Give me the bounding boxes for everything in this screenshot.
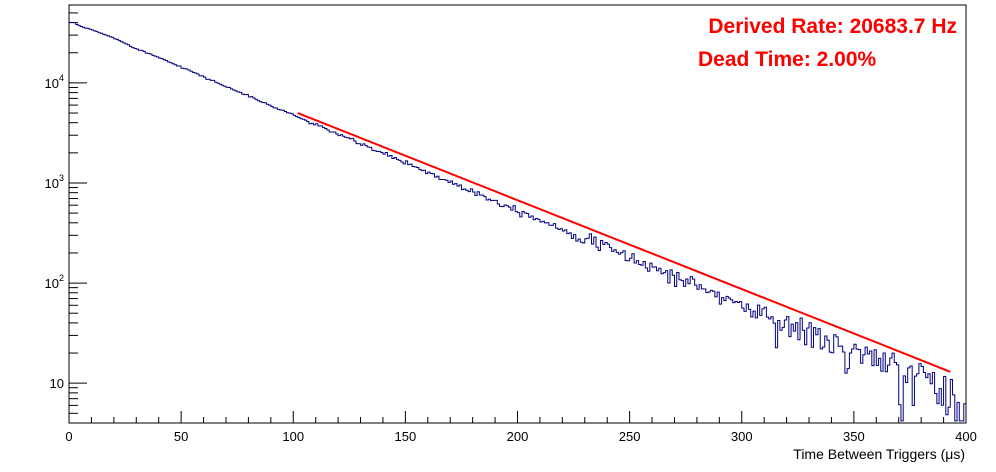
- x-tick-label: 0: [65, 429, 72, 444]
- x-tick-label: 350: [843, 429, 865, 444]
- x-tick-label: 150: [395, 429, 417, 444]
- y-tick-label: 10: [50, 376, 64, 391]
- x-axis-title: Time Between Triggers (μs): [793, 446, 965, 462]
- x-tick-label: 400: [955, 429, 977, 444]
- x-tick-label: 50: [174, 429, 188, 444]
- x-tick-label: 100: [282, 429, 304, 444]
- derived-rate-annotation: Derived Rate: 20683.7 Hz: [708, 15, 957, 38]
- histogram-series: [69, 21, 966, 422]
- x-tick-label: 200: [507, 429, 529, 444]
- histogram-line: [69, 21, 966, 422]
- fit-line: [297, 112, 951, 373]
- x-tick-label: 250: [619, 429, 641, 444]
- x-tick-label: 300: [731, 429, 753, 444]
- fit-series: [297, 112, 951, 373]
- dead-time-annotation: Dead Time: 2.00%: [698, 48, 877, 71]
